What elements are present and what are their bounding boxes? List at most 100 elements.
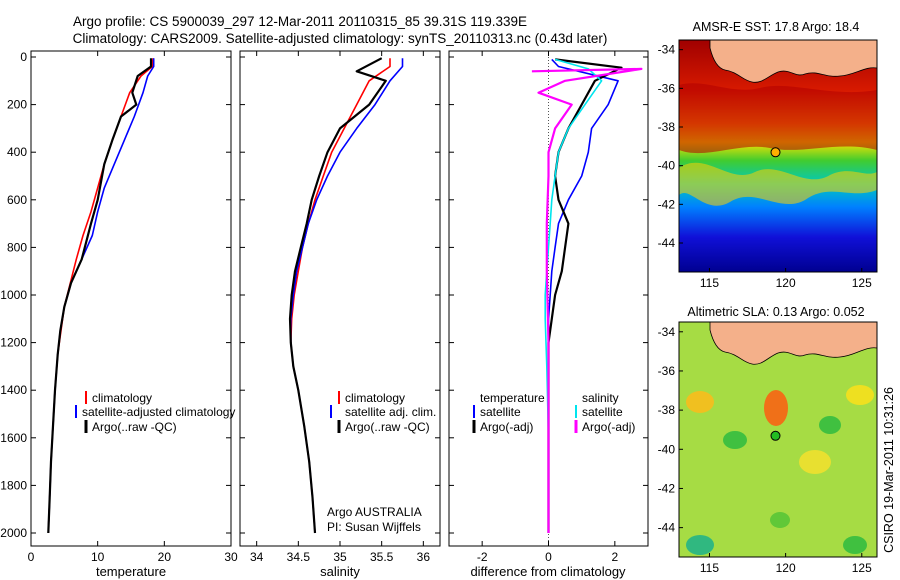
sla-anomaly — [686, 535, 714, 555]
difference-panel: -2 0 2 difference from climatology tempera… — [448, 50, 649, 579]
legend-label-sal-satellite: satellite — [582, 405, 623, 419]
y-tick-label: -42 — [658, 481, 676, 495]
x-tick-label: 2 — [611, 550, 618, 564]
x-tick-label: 120 — [776, 276, 796, 290]
legend-label-sal-argo: Argo(-adj) — [582, 420, 635, 434]
land-mass — [709, 322, 877, 365]
sla-anomaly — [843, 536, 867, 554]
salinity-legend: climatology satellite adj. clim. Argo(..… — [330, 391, 436, 434]
series-line-satellite-adj-clim — [289, 58, 404, 534]
x-tick-label: 115 — [700, 276, 719, 290]
y-tick-label: 800 — [7, 240, 27, 254]
argo-annotation-line2: PI: Susan Wijffels — [327, 520, 421, 534]
temperature-legend: climatology satellite-adjusted climatolo… — [75, 391, 235, 434]
sla-map-title: Altimetric SLA: 0.13 Argo: 0.052 — [687, 305, 864, 319]
y-tick-label: -44 — [658, 236, 676, 250]
side-timestamp-label: CSIRO 19-Mar-2011 10:31:26 — [882, 387, 896, 553]
x-tick-label: -2 — [477, 550, 488, 564]
y-tick-label: 1800 — [0, 478, 27, 492]
sla-map-frame — [678, 321, 878, 558]
x-tick-label: 0 — [545, 550, 552, 564]
series-line-salinity-argo-adj — [531, 67, 643, 533]
x-tick-label: 125 — [852, 561, 872, 575]
difference-legend: temperature satellite Argo(-adj) salinit… — [472, 391, 635, 434]
sla-anomaly — [723, 431, 747, 449]
sst-map-yticks: -34 -36 -38 -40 -42 -44 — [658, 43, 683, 250]
land-mass — [709, 40, 877, 83]
sla-anomaly — [686, 391, 714, 413]
legend-label-satellite-adj: satellite adj. clim. — [345, 405, 436, 419]
figure-title-line2: Climatology: CARS2009. Satellite-adjuste… — [73, 31, 608, 46]
legend-header-temperature: temperature — [480, 391, 545, 405]
x-tick-label: 115 — [700, 561, 719, 575]
legend-header-salinity: salinity — [582, 391, 619, 405]
series-line-temperature-satellite — [547, 58, 619, 533]
y-tick-label: 600 — [7, 193, 27, 207]
x-tick-label: 10 — [91, 550, 105, 564]
temperature-series — [47, 58, 155, 534]
x-tick-label: 120 — [776, 561, 796, 575]
sst-front-wave — [679, 162, 877, 206]
legend-label-temp-satellite: satellite — [480, 405, 521, 419]
x-tick-label: 125 — [852, 276, 872, 290]
sla-anomaly — [764, 390, 788, 426]
salinity-series — [288, 57, 404, 534]
x-tick-label: 0 — [28, 550, 35, 564]
sst-warm-patch — [679, 83, 877, 154]
y-tick-label: 1200 — [0, 336, 27, 350]
argo-annotation-line1: Argo AUSTRALIA — [327, 505, 422, 519]
salinity-yticks — [240, 56, 440, 534]
x-tick-label: 35 — [333, 550, 347, 564]
y-tick-label: -38 — [658, 120, 676, 134]
difference-series — [531, 58, 643, 533]
difference-axis-label: difference from climatology — [470, 564, 626, 579]
series-line-satellite-adjusted-climatology — [47, 58, 155, 534]
difference-yticks — [449, 56, 648, 534]
y-tick-label: -44 — [658, 521, 676, 535]
y-tick-label: 200 — [7, 98, 27, 112]
temperature-xticks: 0 10 20 30 — [28, 51, 238, 564]
y-tick-label: -36 — [658, 364, 676, 378]
y-tick-label: -40 — [658, 442, 676, 456]
legend-label-temp-argo: Argo(-adj) — [480, 420, 533, 434]
y-tick-label: 400 — [7, 145, 27, 159]
series-line-temperature-argo-adj — [547, 58, 623, 533]
sst-map-frame — [678, 39, 878, 273]
y-tick-label: -34 — [658, 325, 676, 339]
y-tick-label: 1000 — [0, 288, 27, 302]
sla-map-panel: Altimetric SLA: 0.13 Argo: 0.052 -34 -36 -… — [658, 305, 878, 575]
series-line-salinity-satellite — [544, 58, 603, 533]
y-tick-label: 0 — [20, 50, 27, 64]
x-tick-label: 34.5 — [287, 550, 311, 564]
salinity-xticks: 34 34.5 35 35.5 36 — [250, 51, 430, 564]
legend-label-satellite-adjusted: satellite-adjusted climatology — [82, 405, 235, 419]
legend-label-argo: Argo(..raw -QC) — [92, 420, 177, 434]
x-tick-label: 36 — [417, 550, 431, 564]
x-tick-label: 35.5 — [370, 550, 394, 564]
salinity-axis-label: salinity — [320, 564, 360, 579]
series-line-argo-raw-qc — [47, 58, 153, 534]
y-tick-label: 1400 — [0, 383, 27, 397]
argo-location-marker — [770, 430, 781, 441]
temperature-plot-frame — [30, 50, 232, 547]
y-tick-label: -40 — [658, 159, 676, 173]
difference-xticks: -2 0 2 — [477, 51, 618, 564]
sla-anomaly — [846, 385, 874, 405]
temperature-yticks: 0 200 400 600 800 1000 1200 1400 1600 1800 2000 — [0, 50, 231, 540]
y-tick-label: -36 — [658, 81, 676, 95]
y-tick-label: 2000 — [0, 526, 27, 540]
series-line-argo-raw-qc — [288, 57, 387, 534]
temperature-panel: 0 200 400 600 800 1000 1200 1400 1600 1800 2000 0 1… — [0, 50, 238, 579]
y-tick-label: 1600 — [0, 431, 27, 445]
sla-anomaly — [799, 450, 831, 474]
sla-map-yticks: -34 -36 -38 -40 -42 -44 — [658, 325, 683, 535]
sla-anomaly — [819, 416, 841, 434]
sst-map-panel: AMSR-E SST: 17.8 Argo: 18.4 -34 -36 -38 -40… — [658, 20, 878, 290]
x-tick-label: 20 — [158, 550, 172, 564]
y-tick-label: -42 — [658, 197, 676, 211]
sla-map-xticks: 115 120 125 — [700, 553, 872, 575]
salinity-plot-frame — [239, 50, 441, 547]
series-line-climatology — [47, 58, 154, 534]
x-tick-label: 30 — [224, 550, 238, 564]
